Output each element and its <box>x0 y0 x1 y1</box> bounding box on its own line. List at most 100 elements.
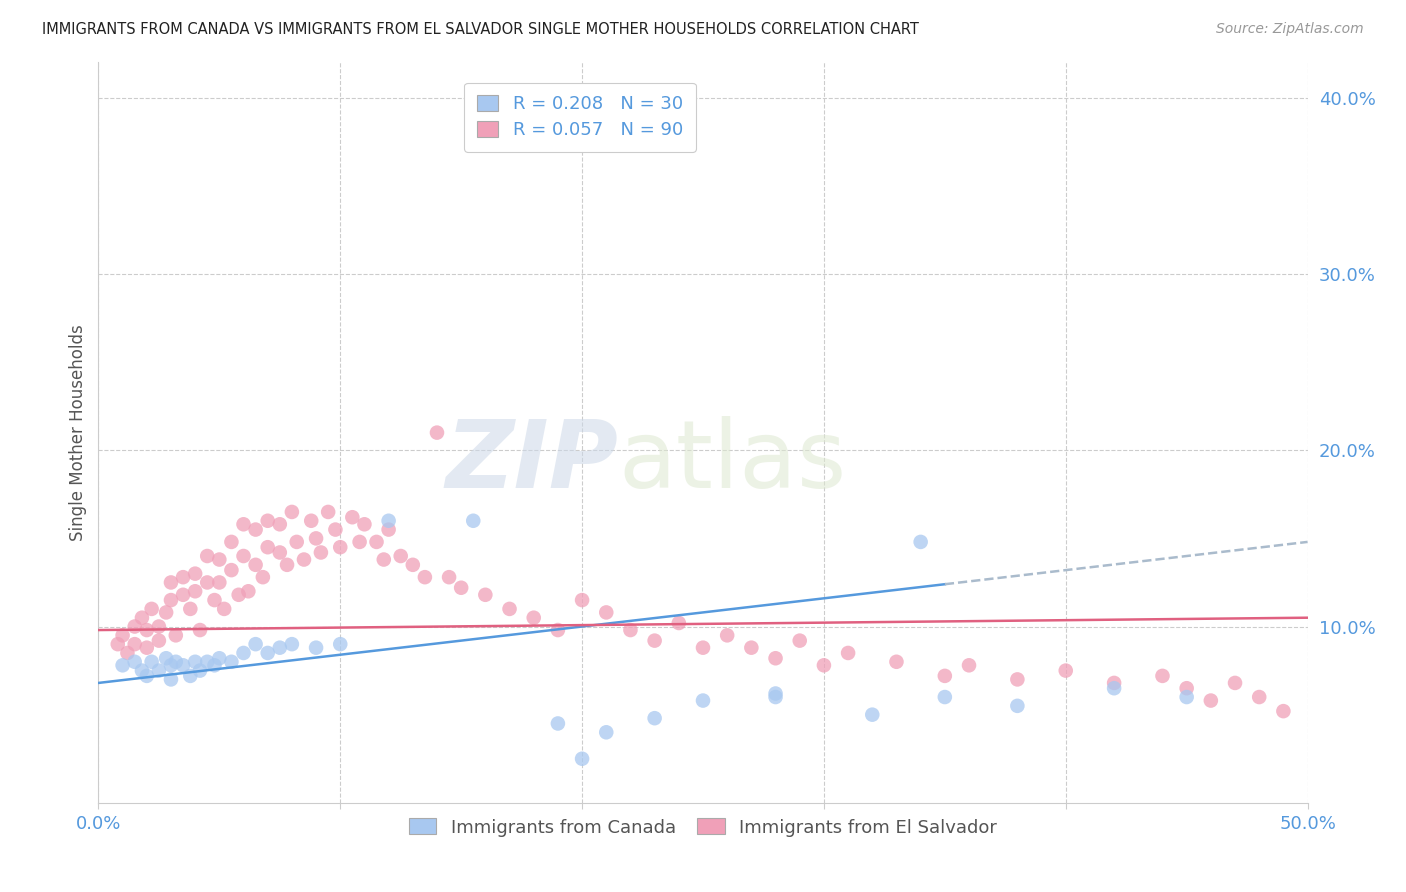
Point <box>107 637 129 651</box>
Point <box>547 716 569 731</box>
Point <box>141 655 163 669</box>
Point <box>377 523 399 537</box>
Point <box>571 593 593 607</box>
Point <box>204 593 226 607</box>
Point <box>373 552 395 566</box>
Point <box>329 540 352 554</box>
Point <box>195 655 218 669</box>
Point <box>437 570 460 584</box>
Point <box>135 623 157 637</box>
Point <box>910 535 932 549</box>
Point <box>285 535 308 549</box>
Point <box>245 558 267 572</box>
Point <box>765 651 787 665</box>
Point <box>292 552 315 566</box>
Point <box>111 658 134 673</box>
Point <box>474 588 496 602</box>
Point <box>269 545 291 559</box>
Point <box>172 658 194 673</box>
Point <box>692 693 714 707</box>
Point <box>232 517 254 532</box>
Point <box>789 633 811 648</box>
Point <box>934 669 956 683</box>
Point <box>245 523 267 537</box>
Point <box>309 545 332 559</box>
Point <box>228 588 250 602</box>
Point <box>498 602 520 616</box>
Point <box>281 505 304 519</box>
Point <box>837 646 859 660</box>
Text: Source: ZipAtlas.com: Source: ZipAtlas.com <box>1216 22 1364 37</box>
Point <box>595 725 617 739</box>
Point <box>934 690 956 704</box>
Point <box>160 658 183 673</box>
Point <box>276 558 298 572</box>
Point <box>172 588 194 602</box>
Point <box>256 514 278 528</box>
Point <box>595 606 617 620</box>
Point <box>413 570 436 584</box>
Point <box>256 646 278 660</box>
Point <box>155 651 177 665</box>
Point <box>141 602 163 616</box>
Point <box>1007 673 1029 687</box>
Point <box>740 640 762 655</box>
Point <box>692 640 714 655</box>
Point <box>165 655 187 669</box>
Point <box>184 566 207 581</box>
Point <box>325 523 347 537</box>
Point <box>1007 698 1029 713</box>
Point <box>148 664 170 678</box>
Point <box>813 658 835 673</box>
Point <box>1175 681 1198 696</box>
Point <box>1223 676 1246 690</box>
Point <box>644 711 666 725</box>
Point <box>188 623 211 637</box>
Point <box>765 690 787 704</box>
Point <box>131 610 153 624</box>
Text: atlas: atlas <box>619 417 846 508</box>
Point <box>366 535 388 549</box>
Point <box>135 669 157 683</box>
Point <box>179 669 201 683</box>
Point <box>716 628 738 642</box>
Point <box>1175 690 1198 704</box>
Point <box>124 655 146 669</box>
Point <box>426 425 449 440</box>
Point <box>124 619 146 633</box>
Point <box>208 575 231 590</box>
Point <box>1054 664 1077 678</box>
Point <box>1102 681 1125 696</box>
Point <box>221 563 243 577</box>
Y-axis label: Single Mother Households: Single Mother Households <box>69 325 87 541</box>
Point <box>232 549 254 563</box>
Point <box>155 606 177 620</box>
Point <box>208 651 231 665</box>
Point <box>1249 690 1271 704</box>
Point <box>111 628 134 642</box>
Point <box>765 686 787 700</box>
Point <box>179 602 201 616</box>
Point <box>463 514 485 528</box>
Point <box>523 610 546 624</box>
Point <box>547 623 569 637</box>
Point <box>212 602 235 616</box>
Point <box>305 532 328 546</box>
Point <box>135 640 157 655</box>
Point <box>860 707 883 722</box>
Point <box>1199 693 1222 707</box>
Point <box>571 752 593 766</box>
Point <box>188 664 211 678</box>
Point <box>148 633 170 648</box>
Point <box>117 646 139 660</box>
Point <box>131 664 153 678</box>
Point <box>353 517 375 532</box>
Point <box>269 517 291 532</box>
Point <box>252 570 274 584</box>
Point <box>329 637 352 651</box>
Point <box>1152 669 1174 683</box>
Point <box>160 673 183 687</box>
Point <box>148 619 170 633</box>
Point <box>124 637 146 651</box>
Point <box>342 510 364 524</box>
